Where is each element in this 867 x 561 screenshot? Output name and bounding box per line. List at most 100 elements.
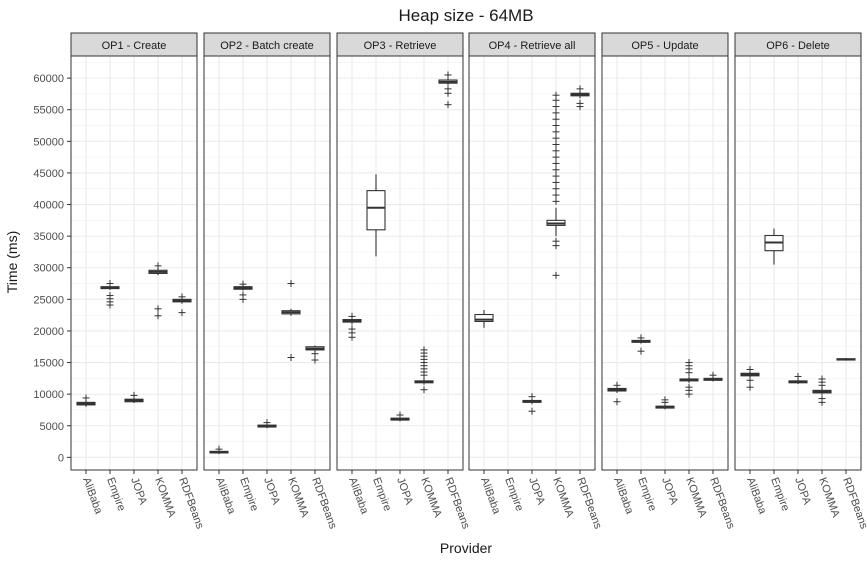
outlier-point <box>709 371 717 379</box>
x-tick-label: KOMMA <box>816 476 842 520</box>
outlier-point <box>528 407 536 415</box>
outlier-point <box>82 394 90 402</box>
outlier-point <box>661 396 669 404</box>
x-tick-label: Empire <box>502 476 525 513</box>
outlier-point <box>287 353 295 361</box>
outlier-point <box>613 381 621 389</box>
box-empire <box>764 228 784 265</box>
x-tick-label: Empire <box>237 476 260 513</box>
outlier-point <box>552 271 560 279</box>
outlier-point <box>552 103 560 111</box>
x-tick-label: AliBaba <box>80 476 105 517</box>
outlier-point <box>106 292 114 300</box>
x-tick-label: Empire <box>635 476 658 513</box>
y-tick-label: 35000 <box>33 231 64 243</box>
x-tick-label: RDFBeans <box>840 476 867 531</box>
box-rdfbeans <box>570 85 590 111</box>
outlier-point <box>818 375 826 383</box>
facet-strip-label: OP3 - Retrieve <box>364 40 437 52</box>
facet-panel: OP5 - Update AliBaba Empire JOPA KOMMARDFBea… <box>601 32 737 531</box>
box-empire <box>631 334 651 355</box>
x-tick-label: KOMMA <box>683 476 709 520</box>
x-tick-label: JOPA <box>526 476 547 507</box>
outlier-point <box>311 350 319 358</box>
box-komma <box>281 280 301 361</box>
outlier-point <box>637 347 645 355</box>
outlier-point <box>552 153 560 161</box>
outlier-point <box>348 325 356 333</box>
outlier-point <box>552 109 560 117</box>
box-empire <box>100 280 120 309</box>
box-alibaba <box>607 381 627 406</box>
outlier-point <box>613 398 621 406</box>
outlier-point <box>420 386 428 394</box>
facet-strip-label: OP6 - Delete <box>766 40 830 52</box>
x-tick-label: RDFBeans <box>707 476 737 531</box>
outlier-point <box>239 280 247 288</box>
facet-panel: OP4 - Retrieve all AliBaba Empire JOPA KOMMA… <box>468 32 604 531</box>
y-tick-label: 45000 <box>33 168 64 180</box>
y-tick-label: 20000 <box>33 326 64 338</box>
facet-strip-label: OP1 - Create <box>102 40 167 52</box>
box-jopa <box>522 393 542 415</box>
outlier-point <box>552 128 560 136</box>
box-rdfbeans <box>438 71 458 109</box>
outlier-point <box>576 99 584 107</box>
outlier-point <box>552 159 560 167</box>
box-iqr <box>366 190 386 231</box>
outlier-point <box>552 172 560 180</box>
chart-title: Heap size - 64MB <box>398 6 533 25</box>
outlier-point <box>576 85 584 93</box>
outlier-point <box>287 280 295 288</box>
y-tick-label: 55000 <box>33 105 64 117</box>
box-alibaba <box>76 394 96 407</box>
box-alibaba <box>740 366 760 391</box>
facet-strip-label: OP4 - Retrieve all <box>489 40 576 52</box>
x-tick-label: RDFBeans <box>309 476 339 531</box>
outlier-point <box>552 122 560 130</box>
x-tick-label: AliBaba <box>213 476 238 517</box>
outlier-point <box>444 85 452 93</box>
outlier-point <box>552 147 560 155</box>
facet-strip-label: OP2 - Batch create <box>220 40 314 52</box>
facet-panel: OP2 - Batch create AliBaba Empire JOPA KOMMA… <box>203 32 339 531</box>
outlier-point <box>348 312 356 320</box>
outlier-point <box>552 197 560 205</box>
outlier-point <box>552 185 560 193</box>
box-komma <box>414 346 434 394</box>
x-tick-label: RDFBeans <box>176 476 206 531</box>
outlier-point <box>130 391 138 399</box>
x-tick-label: JOPA <box>394 476 415 507</box>
box-alibaba <box>474 310 494 328</box>
outlier-point <box>685 383 693 391</box>
outlier-point <box>106 280 114 288</box>
outlier-point <box>444 71 452 79</box>
outlier-point <box>263 419 271 427</box>
x-tick-label: JOPA <box>659 476 680 507</box>
box-rdfbeans <box>836 358 856 361</box>
outlier-point <box>178 309 186 317</box>
outlier-point <box>396 411 404 419</box>
y-axis-label: Time (ms) <box>4 231 20 293</box>
x-tick-label: JOPA <box>261 476 282 507</box>
x-tick-label: AliBaba <box>611 476 636 517</box>
outlier-point <box>311 356 319 364</box>
x-tick-label: Empire <box>104 476 127 513</box>
box-empire <box>233 280 253 303</box>
outlier-point <box>154 305 162 313</box>
outlier-point <box>552 134 560 142</box>
y-tick-label: 25000 <box>33 294 64 306</box>
x-axis-label: Provider <box>440 540 492 556</box>
outlier-point <box>154 312 162 320</box>
facet-panel: OP6 - Delete AliBaba Empire JOPA KOMMARDFBea… <box>734 32 867 531</box>
outlier-point <box>794 372 802 380</box>
x-tick-label: KOMMA <box>285 476 311 520</box>
y-tick-label: 30000 <box>33 263 64 275</box>
x-tick-label: KOMMA <box>550 476 576 520</box>
outlier-point <box>420 346 428 354</box>
box-alibaba <box>209 445 229 455</box>
box-empire <box>366 174 386 257</box>
x-tick-label: RDFBeans <box>574 476 604 531</box>
